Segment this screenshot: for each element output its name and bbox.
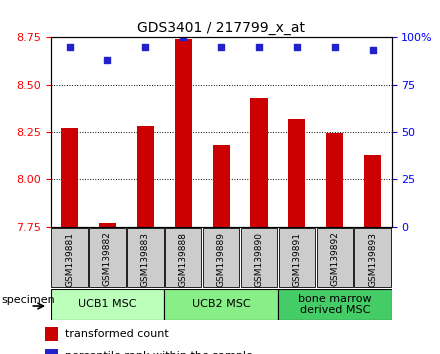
FancyBboxPatch shape — [203, 228, 239, 287]
Bar — [326, 133, 343, 227]
Point — [142, 44, 149, 50]
Bar — [364, 155, 381, 227]
Point — [218, 44, 225, 50]
Text: GSM139888: GSM139888 — [179, 232, 188, 286]
FancyBboxPatch shape — [241, 228, 277, 287]
FancyBboxPatch shape — [164, 289, 278, 320]
Point — [66, 44, 73, 50]
Point — [369, 47, 376, 53]
Text: GSM139892: GSM139892 — [330, 232, 339, 286]
Text: specimen: specimen — [1, 295, 55, 305]
Text: GSM139883: GSM139883 — [141, 232, 150, 286]
FancyBboxPatch shape — [279, 228, 315, 287]
FancyBboxPatch shape — [278, 289, 392, 320]
Bar — [213, 145, 230, 227]
Point — [104, 57, 111, 63]
Text: bone marrow
derived MSC: bone marrow derived MSC — [298, 293, 371, 315]
Point — [293, 44, 301, 50]
Text: UCB1 MSC: UCB1 MSC — [78, 299, 137, 309]
Bar — [250, 98, 268, 227]
Text: GSM139889: GSM139889 — [216, 232, 226, 286]
Title: GDS3401 / 217799_x_at: GDS3401 / 217799_x_at — [137, 21, 305, 35]
Text: transformed count: transformed count — [65, 329, 168, 339]
Point — [331, 44, 338, 50]
Bar — [99, 223, 116, 227]
FancyBboxPatch shape — [165, 228, 202, 287]
Text: percentile rank within the sample: percentile rank within the sample — [65, 351, 253, 354]
FancyBboxPatch shape — [317, 228, 353, 287]
Text: GSM139890: GSM139890 — [254, 232, 264, 286]
Bar — [45, 349, 58, 354]
Text: GSM139881: GSM139881 — [65, 232, 74, 286]
Text: GSM139891: GSM139891 — [292, 232, 301, 286]
Bar — [137, 126, 154, 227]
Bar — [288, 119, 305, 227]
Bar — [175, 39, 192, 227]
FancyBboxPatch shape — [355, 228, 391, 287]
FancyBboxPatch shape — [51, 289, 164, 320]
FancyBboxPatch shape — [51, 228, 88, 287]
Bar — [45, 327, 58, 341]
FancyBboxPatch shape — [127, 228, 164, 287]
FancyBboxPatch shape — [89, 228, 126, 287]
Point — [256, 44, 263, 50]
Bar — [61, 128, 78, 227]
Point — [180, 34, 187, 40]
Text: UCB2 MSC: UCB2 MSC — [192, 299, 250, 309]
Text: GSM139882: GSM139882 — [103, 232, 112, 286]
Text: GSM139893: GSM139893 — [368, 232, 377, 286]
